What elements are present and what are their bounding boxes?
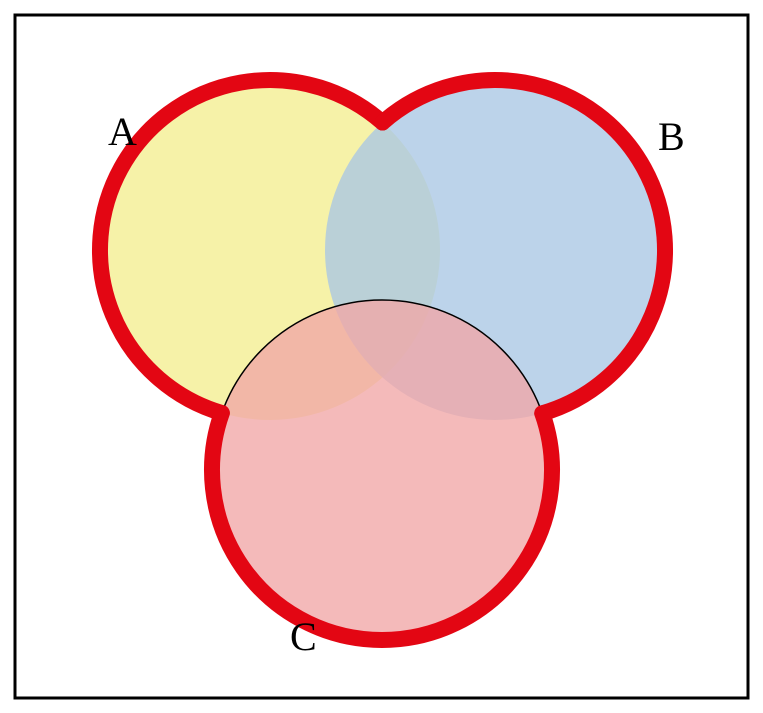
diagram-frame: A B C <box>0 0 763 713</box>
label-c: C <box>290 614 317 659</box>
venn-diagram: A B C <box>0 0 763 713</box>
label-a: A <box>108 109 137 154</box>
label-b: B <box>658 114 685 159</box>
